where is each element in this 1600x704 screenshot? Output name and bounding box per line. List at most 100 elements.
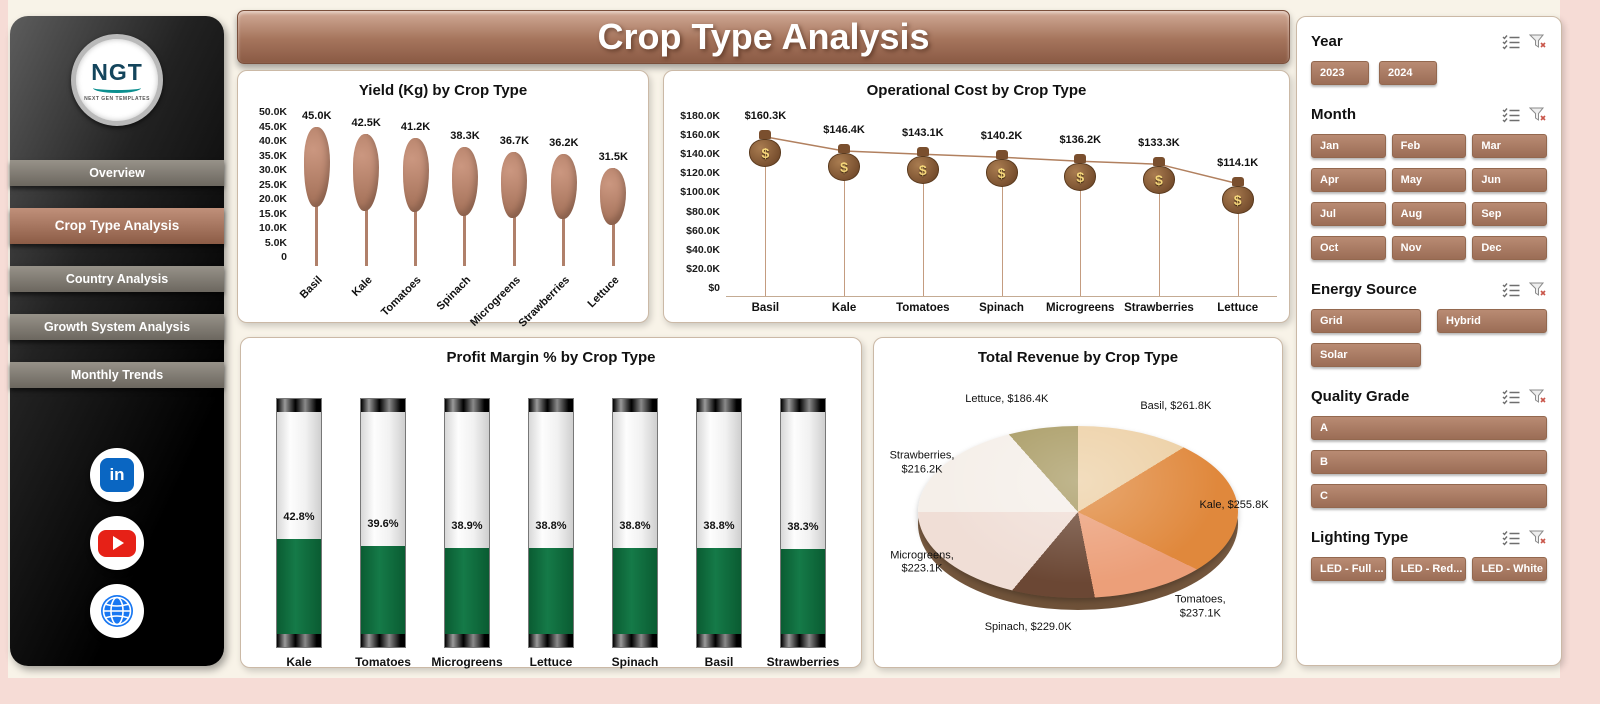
x-axis-label: Spinach bbox=[611, 655, 659, 669]
drop-line bbox=[765, 133, 767, 296]
clear-filter-icon[interactable] bbox=[1529, 389, 1547, 405]
multi-select-icon[interactable] bbox=[1502, 282, 1521, 298]
y-axis-tick-label: 10.0K bbox=[258, 222, 287, 234]
drop-line bbox=[922, 151, 924, 296]
yield-bar-column: 42.5K Kale bbox=[341, 111, 390, 299]
gauge-value-label: 38.8% bbox=[619, 519, 651, 532]
filter-section-month: Month Jan Feb Mar Apr May Jun Jul Aug Sep Oct Nov De… bbox=[1311, 106, 1547, 260]
cost-point-column: $143.1K $ Tomatoes bbox=[883, 115, 962, 314]
sidebar-item-overview[interactable]: Overview bbox=[10, 160, 224, 186]
multi-select-icon[interactable] bbox=[1502, 530, 1521, 546]
gauge-column: 38.8% Spinach bbox=[605, 398, 665, 669]
slicer-quality-grade-c[interactable]: C bbox=[1311, 484, 1547, 508]
logo-subtext: NEXT GEN TEMPLATES bbox=[84, 95, 150, 102]
slicer-energy-source-solar[interactable]: Solar bbox=[1311, 343, 1421, 367]
y-axis-tick-label: 30.0K bbox=[258, 164, 287, 176]
slicer-month-aug[interactable]: Aug bbox=[1391, 202, 1467, 226]
youtube-icon[interactable] bbox=[90, 516, 144, 570]
x-axis-label: Kale bbox=[349, 274, 375, 299]
multi-select-icon[interactable] bbox=[1502, 107, 1521, 123]
x-axis-label: Lettuce bbox=[585, 274, 622, 311]
x-axis-label: Basil bbox=[298, 274, 326, 302]
x-axis-label: Microgreens bbox=[1046, 302, 1115, 314]
youtube-badge bbox=[98, 529, 136, 557]
sidebar-item-country-analysis[interactable]: Country Analysis bbox=[10, 266, 224, 292]
x-axis-label: Spinach bbox=[979, 302, 1024, 314]
slicer-year-2024[interactable]: 2024 bbox=[1379, 61, 1437, 85]
slicer-month-oct[interactable]: Oct bbox=[1311, 236, 1386, 260]
gauge-fill bbox=[529, 547, 573, 634]
multi-select-icon[interactable] bbox=[1502, 389, 1521, 405]
sidebar-item-crop-type-analysis[interactable]: Crop Type Analysis bbox=[10, 208, 224, 244]
filter-panel: Year 2023 2024 Month Jan Feb Mar Apr May Jun Jul Au… bbox=[1296, 16, 1562, 666]
slicer-month-apr[interactable]: Apr bbox=[1311, 168, 1386, 192]
slicer-month-dec[interactable]: Dec bbox=[1472, 236, 1547, 260]
gauge-fill bbox=[697, 547, 741, 634]
x-axis-label: Basil bbox=[751, 302, 780, 314]
slicer-month-nov[interactable]: Nov bbox=[1391, 236, 1467, 260]
money-bag-icon: $ bbox=[1063, 154, 1097, 192]
y-axis-tick-label: $140.0K bbox=[680, 148, 720, 161]
slicer-month-jan[interactable]: Jan bbox=[1311, 134, 1386, 158]
gauge-value-label: 38.8% bbox=[703, 519, 735, 532]
slicer-quality-grade-a[interactable]: A bbox=[1311, 416, 1547, 440]
clear-filter-icon[interactable] bbox=[1529, 34, 1547, 50]
bar-value-label: 41.2K bbox=[400, 121, 431, 134]
slicer-lighting-type-led-white[interactable]: LED - White bbox=[1472, 557, 1547, 581]
yield-bar-column: 36.7K Microgreens bbox=[468, 111, 539, 329]
sidebar-item-monthly-trends[interactable]: Monthly Trends bbox=[10, 362, 224, 388]
pie-slice-label: Tomatoes, $237.1K bbox=[1174, 593, 1226, 619]
y-axis-tick-label: 25.0K bbox=[258, 178, 287, 191]
slicer-energy-source-grid[interactable]: Grid bbox=[1311, 309, 1421, 333]
x-axis-label: Microgreens bbox=[431, 655, 503, 669]
drop-line bbox=[1158, 161, 1160, 296]
website-globe-icon[interactable] bbox=[90, 584, 144, 638]
slicer-month-feb[interactable]: Feb bbox=[1391, 134, 1467, 158]
gauge-top-cap bbox=[445, 399, 489, 412]
bar-value-label: 36.7K bbox=[499, 135, 530, 148]
money-bag-icon: $ bbox=[748, 129, 782, 168]
slicer-lighting-type-led-full[interactable]: LED - Full ... bbox=[1311, 557, 1386, 581]
y-axis-tick-label: 5.0K bbox=[264, 236, 287, 249]
slicer-energy-source-hybrid[interactable]: Hybrid bbox=[1437, 309, 1547, 333]
x-axis-label: Tomatoes bbox=[896, 302, 950, 314]
clear-filter-icon[interactable] bbox=[1529, 530, 1547, 546]
y-axis-tick-label: $100.0K bbox=[680, 186, 720, 199]
slicer-month-may[interactable]: May bbox=[1391, 168, 1467, 192]
page-title: Crop Type Analysis bbox=[597, 16, 930, 57]
linkedin-glyph: in bbox=[100, 458, 134, 492]
filter-title: Energy Source bbox=[1311, 281, 1417, 298]
slicer-year-2023[interactable]: 2023 bbox=[1311, 61, 1369, 85]
sidebar-item-growth-system-analysis[interactable]: Growth System Analysis bbox=[10, 314, 224, 340]
drop-line bbox=[1080, 158, 1082, 296]
pie-slice-label: Microgreens, $223.1K bbox=[890, 548, 954, 575]
slicer-month-jun[interactable]: Jun bbox=[1472, 168, 1547, 192]
dashboard: NGT NEXT GEN TEMPLATES Overview Crop Type… bbox=[8, 0, 1562, 678]
y-axis-tick-label: 50.0K bbox=[258, 106, 287, 118]
gauge-fill bbox=[613, 547, 657, 634]
cost-plot: $180.0K $160.0K $140.0K $120.0K $100.0K $80.0… bbox=[672, 110, 1277, 314]
slicer-quality-grade-b[interactable]: B bbox=[1311, 450, 1547, 474]
slicer-month-mar[interactable]: Mar bbox=[1472, 134, 1547, 158]
x-axis-label: Spinach bbox=[434, 274, 474, 313]
linkedin-icon[interactable]: in bbox=[90, 448, 144, 502]
bar-value-label: 45.0K bbox=[302, 109, 332, 122]
clear-filter-icon[interactable] bbox=[1529, 107, 1547, 123]
yield-bar bbox=[600, 168, 627, 266]
slicer-month-jul[interactable]: Jul bbox=[1311, 202, 1386, 226]
yield-y-axis: 50.0K 45.0K 40.0K 35.0K 30.0K 25.0K 20.0K 15.0K… bbox=[248, 107, 292, 266]
yield-plot: 50.0K 45.0K 40.0K 35.0K 30.0K 25.0K 20.0K 15.0K… bbox=[248, 107, 638, 330]
slicer-lighting-type-led-red[interactable]: LED - Red... bbox=[1391, 557, 1467, 581]
gauge-top-cap bbox=[781, 399, 825, 412]
x-axis-label: Strawberries bbox=[1124, 302, 1194, 314]
money-bag-icon: $ bbox=[1221, 176, 1255, 215]
clear-filter-icon[interactable] bbox=[1529, 282, 1547, 298]
multi-select-icon[interactable] bbox=[1502, 34, 1521, 50]
point-value-label: $136.2K bbox=[1059, 134, 1102, 147]
cost-point-column: $114.1K $ Lettuce bbox=[1198, 115, 1277, 314]
sidebar-nav: Overview Crop Type Analysis Country Analys… bbox=[10, 160, 224, 388]
revenue-pie-area: Basil, $261.8K Kale, $255.8K Tomatoes, $23… bbox=[874, 370, 1282, 667]
yield-bar-column: 45.0K Basil bbox=[292, 110, 341, 302]
slicer-month-sep[interactable]: Sep bbox=[1472, 202, 1547, 226]
x-axis-label: Strawberries bbox=[766, 655, 840, 669]
